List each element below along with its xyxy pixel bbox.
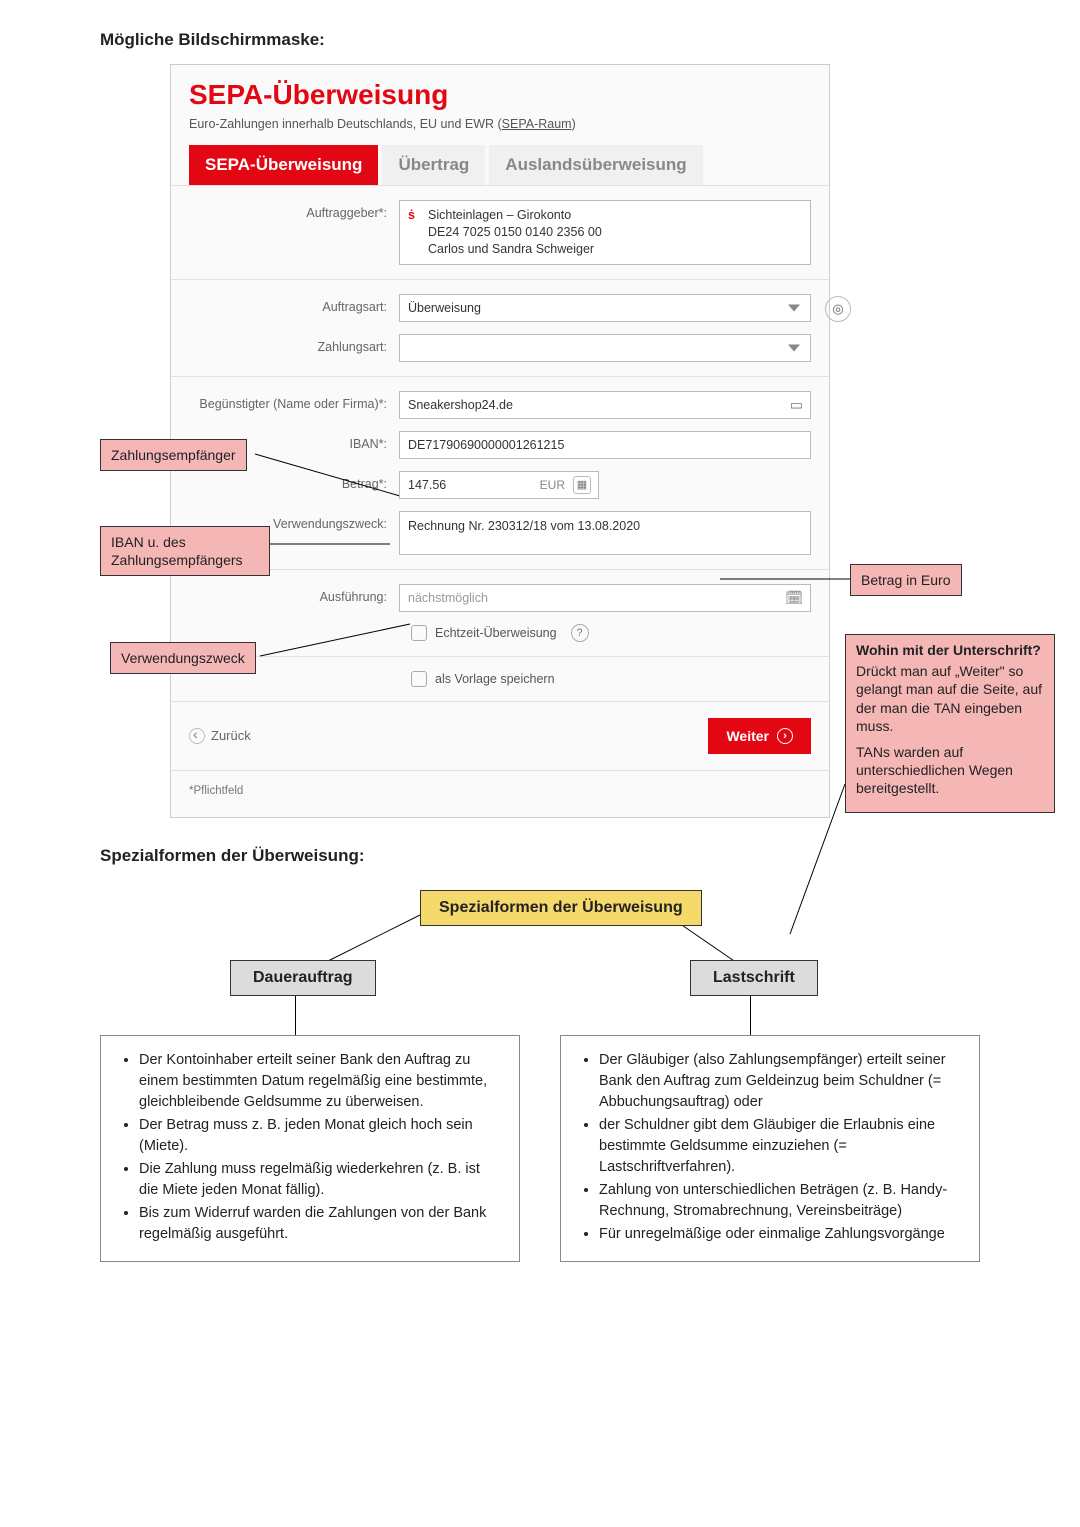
content-dauerauftrag: Der Kontoinhaber erteilt seiner Bank den… [100, 1035, 520, 1262]
input-beguenstigter[interactable]: Sneakershop24.de [399, 391, 811, 419]
callout-vzweck: Verwendungszweck [110, 642, 256, 674]
select-zahlungsart[interactable] [399, 334, 811, 362]
box-dauerauftrag: Dauerauftrag [230, 960, 376, 996]
input-vzweck[interactable]: Rechnung Nr. 230312/18 vom 13.08.2020 [399, 511, 811, 555]
content-lastschrift: Der Gläubiger (also Zahlungsempfänger) e… [560, 1035, 980, 1262]
sparkasse-icon: ṡ [408, 207, 415, 224]
box-lastschrift: Lastschrift [690, 960, 818, 996]
camera-icon[interactable]: ◎ [825, 296, 851, 322]
callout-iban: IBAN u. des Zahlungsempfängers [100, 526, 270, 576]
callout-betrag: Betrag in Euro [850, 564, 962, 596]
input-iban[interactable]: DE71790690000001261215 [399, 431, 811, 459]
diagram-title: Spezialformen der Überweisung [420, 890, 702, 926]
diagram-spezialformen: Spezialformen der Überweisung Dauerauftr… [100, 890, 980, 1350]
screenshot-region: SEPA-Überweisung Euro-Zahlungen innerhal… [100, 64, 980, 818]
addressbook-icon[interactable]: ▭ [790, 396, 803, 413]
heading-mask: Mögliche Bildschirmmaske: [100, 30, 980, 50]
input-ausfuehrung[interactable]: nächstmöglich [399, 584, 811, 612]
calendar-icon[interactable]: 🗓 [785, 589, 803, 606]
field-auftraggeber[interactable]: ṡ Sichteinlagen – Girokonto DE24 7025 01… [399, 200, 811, 265]
arrow-left-icon [189, 728, 205, 744]
select-auftragsart[interactable]: Überweisung [399, 294, 811, 322]
currency-label: EUR [540, 478, 565, 492]
callout-unterschrift: Wohin mit der Unterschrift? Drückt man a… [845, 634, 1055, 813]
input-betrag[interactable]: 147.56 [399, 471, 599, 499]
calculator-icon[interactable]: ▦ [573, 476, 591, 494]
callout-zahlungsempfaenger: Zahlungsempfänger [100, 439, 247, 471]
